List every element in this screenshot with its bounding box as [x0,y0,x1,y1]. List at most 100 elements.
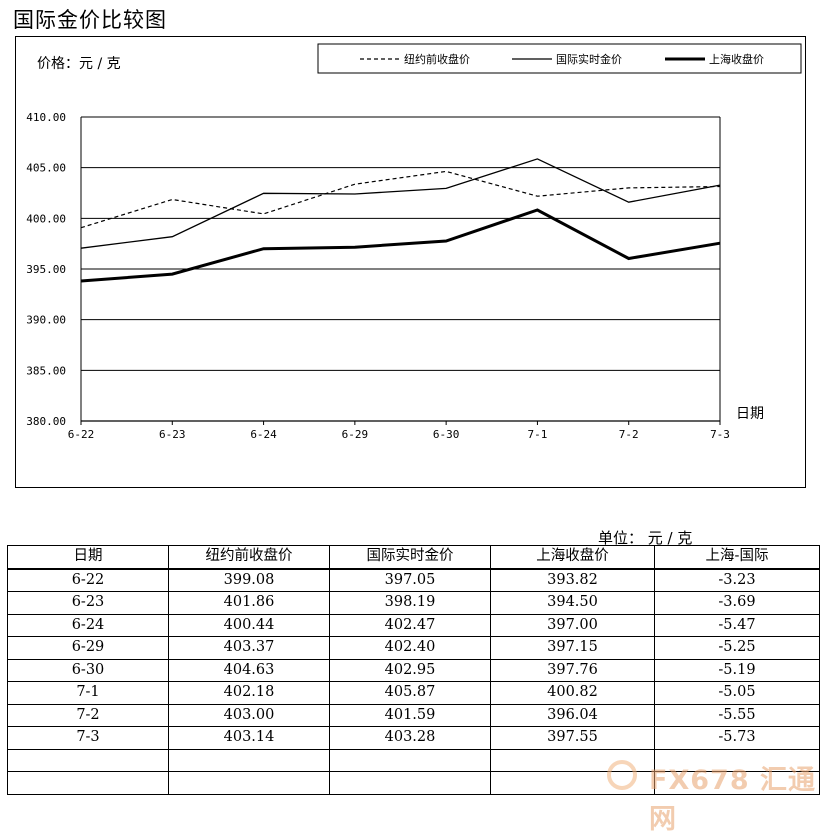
table-cell [329,748,491,772]
table-cell: -5.05 [654,681,820,705]
table-row: 6-23 401.86 398.19 394.50 -3.69 [7,591,820,615]
table-cell: 402.95 [329,658,491,682]
column-header: 纽约前收盘价 [168,545,330,570]
table-cell: 7-3 [7,726,169,750]
table-cell: 397.05 [329,568,491,592]
table-cell [168,748,330,772]
y-tick-label: 395.00 [26,263,66,276]
table-cell: 393.82 [490,568,655,592]
x-tick-label: 6-29 [342,428,369,441]
table-cell [7,748,169,772]
table-cell: 7-1 [7,681,169,705]
page-title: 国际金价比较图 [13,8,167,32]
table-cell: 401.86 [168,591,330,615]
y-tick-labels: 380.00 385.00 390.00 395.00 400.00 405.00 410.… [26,111,66,428]
table-cell: 397.00 [490,613,655,637]
table-cell: 394.50 [490,591,655,615]
table-cell: 402.40 [329,636,491,660]
table-cell: 6-24 [7,613,169,637]
legend-label: 纽约前收盘价 [404,52,470,66]
table-row: 6-24 400.44 402.47 397.00 -5.47 [7,613,820,637]
table-cell [168,771,330,795]
table-header-row: 日期 纽约前收盘价 国际实时金价 上海收盘价 上海-国际 [7,545,820,570]
legend-label: 上海收盘价 [709,52,764,66]
legend: 纽约前收盘价 国际实时金价 上海收盘价 [360,52,764,66]
table-cell: 400.44 [168,613,330,637]
table-cell: 397.76 [490,658,655,682]
table-row [7,771,820,795]
table-cell: 6-22 [7,568,169,592]
table-cell: -5.19 [654,658,820,682]
column-header: 国际实时金价 [329,545,491,570]
table-cell: -5.47 [654,613,820,637]
table-cell [7,771,169,795]
table-cell: 403.37 [168,636,330,660]
table-cell: 6-23 [7,591,169,615]
series-lines [80,158,721,283]
x-tick-label: 7-3 [710,428,730,441]
table-cell: 397.55 [490,726,655,750]
table-cell: 402.47 [329,613,491,637]
table-cell: 399.08 [168,568,330,592]
unit-label: 单位： 元 / 克 [598,529,693,547]
table-cell: 7-2 [7,703,169,727]
y-tick-label: 390.00 [26,314,66,327]
table-cell: 6-30 [7,658,169,682]
series-line-2 [80,158,721,249]
series-line-1 [80,170,721,229]
table-row: 6-29 403.37 402.40 397.15 -5.25 [7,636,820,660]
table-row: 7-2 403.00 401.59 396.04 -5.55 [7,703,820,727]
y-tick-label: 400.00 [26,212,66,225]
table-cell: 403.00 [168,703,330,727]
x-tick-label: 6-23 [159,428,186,441]
price-table: 日期 纽约前收盘价 国际实时金价 上海收盘价 上海-国际 6-22 399.08 397.0… [7,545,820,795]
table-cell: 401.59 [329,703,491,727]
table-row [7,748,820,772]
fx678-logo-icon [607,760,637,790]
table-cell: 405.87 [329,681,491,705]
x-tick-label: 6-30 [433,428,460,441]
y-axis-label: 价格：元 / 克 [37,56,121,72]
table-cell: -5.25 [654,636,820,660]
y-tick-label: 410.00 [26,111,66,124]
chart-frame [15,36,806,488]
gold-price-line-chart: 价格：元 / 克 日期 纽约前收盘价 国际实时金价 上海收盘价 380.00 385.… [26,43,802,441]
watermark: FX678 汇通网 [607,756,817,835]
table-row: 6-30 404.63 402.95 397.76 -5.19 [7,658,820,682]
y-tick-label: 405.00 [26,162,66,175]
x-tick-label: 7-1 [527,428,547,441]
table-cell: 402.18 [168,681,330,705]
table-cell [654,771,820,795]
x-tick-label: 6-24 [250,428,277,441]
table-cell: 403.28 [329,726,491,750]
y-tick-label: 380.00 [26,415,66,428]
legend-label: 国际实时金价 [556,52,622,66]
table-cell: 396.04 [490,703,655,727]
watermark-text: FX678 汇通网 [649,765,817,835]
table-cell: -5.55 [654,703,820,727]
column-header: 日期 [7,545,169,570]
x-tick-labels: 6-22 6-23 6-24 6-29 6-30 7-1 7-2 7-3 [68,428,730,441]
table-row: 7-1 402.18 405.87 400.82 -5.05 [7,681,820,705]
table-cell: -5.73 [654,726,820,750]
y-tick-label: 385.00 [26,364,66,377]
table-cell: -3.23 [654,568,820,592]
x-axis-label: 日期 [736,406,764,422]
table-cell: 400.82 [490,681,655,705]
grid-lines [80,116,721,425]
table-cell: 403.14 [168,726,330,750]
table-cell: 404.63 [168,658,330,682]
table-cell: 397.15 [490,636,655,660]
table-body: 6-22 399.08 397.05 393.82 -3.23 6-23 401.86 398… [7,568,820,795]
table-cell [329,771,491,795]
column-header: 上海-国际 [654,545,820,570]
table-cell: 398.19 [329,591,491,615]
table-cell: -3.69 [654,591,820,615]
table-cell: 6-29 [7,636,169,660]
x-tick-label: 7-2 [619,428,639,441]
series-line-3 [80,208,721,283]
table-row: 7-3 403.14 403.28 397.55 -5.73 [7,726,820,750]
table-row: 6-22 399.08 397.05 393.82 -3.23 [7,568,820,592]
column-header: 上海收盘价 [490,545,655,570]
x-tick-label: 6-22 [68,428,95,441]
